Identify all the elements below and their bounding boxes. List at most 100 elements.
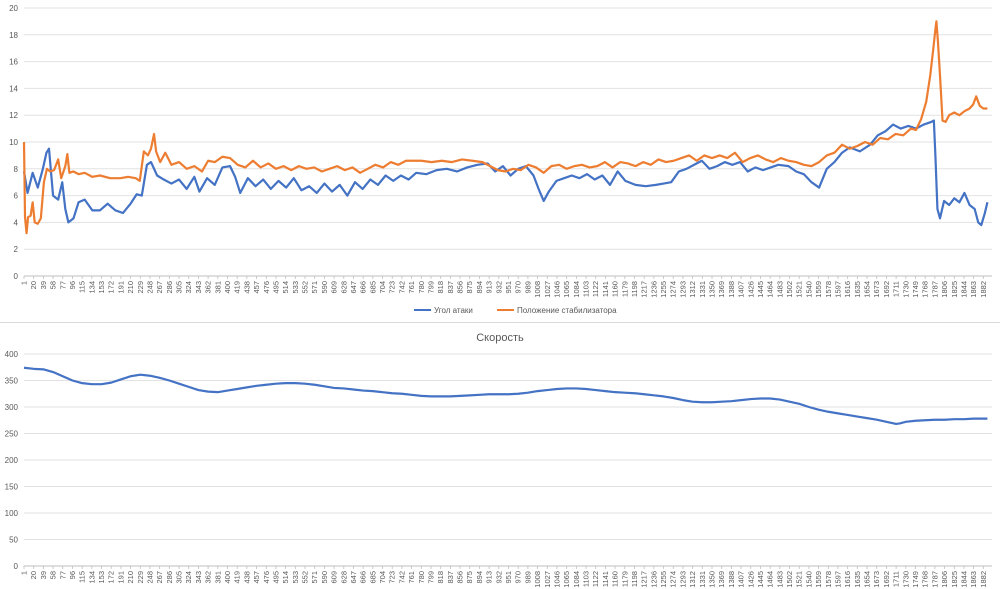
- x-tick-label: 1388: [727, 571, 736, 588]
- x-tick-label: 1407: [737, 571, 746, 588]
- x-tick-label: 1027: [543, 281, 552, 298]
- x-tick-label: 799: [426, 281, 435, 294]
- x-tick-label: 1559: [814, 281, 823, 298]
- x-tick-label: 1483: [775, 281, 784, 298]
- x-tick-label: 628: [339, 571, 348, 584]
- x-tick-label: 1882: [979, 281, 988, 298]
- x-tick-label: 761: [407, 281, 416, 294]
- x-tick-label: 1084: [572, 571, 581, 588]
- x-tick-label: 1122: [591, 571, 600, 587]
- series-line-angle-of-attack: [22, 119, 989, 227]
- x-tick-label: 96: [68, 281, 77, 289]
- x-tick-label: 419: [233, 281, 242, 294]
- chart2-y-axis-ticks: 0 50 100 150 200 250 300 350 400: [5, 350, 19, 571]
- x-tick-label: 1274: [669, 281, 678, 298]
- x-tick-label: 571: [310, 281, 319, 294]
- x-tick-label: 1065: [562, 571, 571, 588]
- x-tick-label: 267: [155, 281, 164, 294]
- x-tick-label: 1350: [708, 571, 717, 588]
- x-tick-label: 1179: [620, 571, 629, 587]
- x-tick-label: 39: [39, 281, 48, 289]
- x-tick-label: 39: [39, 571, 48, 579]
- x-tick-label: 286: [165, 281, 174, 294]
- x-tick-label: 951: [504, 281, 513, 294]
- x-tick-label: 666: [359, 281, 368, 294]
- x-tick-label: 1084: [572, 281, 581, 298]
- x-tick-label: 1426: [746, 571, 755, 588]
- x-tick-label: 970: [514, 571, 523, 584]
- x-tick-label: 1597: [833, 571, 842, 588]
- x-tick-label: 1141: [601, 571, 610, 587]
- x-tick-label: 1407: [737, 281, 746, 298]
- x-tick-label: 1: [20, 281, 29, 285]
- x-tick-label: 685: [368, 571, 377, 584]
- x-tick-label: 894: [475, 281, 484, 294]
- x-tick-label: 647: [349, 571, 358, 584]
- x-tick-label: 913: [485, 571, 494, 584]
- y-tick-label: 4: [14, 218, 19, 227]
- x-tick-label: 229: [136, 571, 145, 584]
- x-tick-label: 1426: [746, 281, 755, 298]
- x-tick-label: 362: [204, 281, 213, 294]
- x-tick-label: 305: [175, 281, 184, 294]
- x-tick-label: 1806: [940, 281, 949, 298]
- x-tick-label: 1122: [591, 281, 600, 297]
- y-tick-label: 200: [5, 456, 19, 465]
- x-tick-label: 818: [436, 571, 445, 584]
- x-tick-label: 324: [184, 571, 193, 584]
- x-tick-label: 1787: [930, 281, 939, 298]
- x-tick-label: 1369: [717, 571, 726, 588]
- x-tick-label: 153: [97, 571, 106, 584]
- x-tick-label: 1483: [775, 571, 784, 588]
- x-tick-label: 1673: [872, 571, 881, 588]
- y-tick-label: 250: [5, 430, 19, 439]
- y-tick-label: 50: [9, 536, 18, 545]
- x-tick-label: 1388: [727, 281, 736, 298]
- x-tick-label: 1369: [717, 281, 726, 298]
- x-tick-label: 77: [58, 571, 67, 579]
- x-tick-label: 210: [126, 281, 135, 294]
- x-tick-label: 894: [475, 571, 484, 584]
- x-tick-label: 609: [330, 571, 339, 584]
- x-tick-label: 1312: [688, 281, 697, 298]
- x-tick-label: 1027: [543, 571, 552, 588]
- x-tick-label: 248: [145, 281, 154, 294]
- x-tick-label: 1160: [611, 571, 620, 587]
- x-tick-label: 856: [456, 571, 465, 584]
- x-tick-label: 590: [320, 571, 329, 584]
- chart1-series: [22, 20, 989, 235]
- x-tick-label: 1464: [766, 571, 775, 588]
- x-tick-label: 704: [378, 281, 387, 294]
- x-tick-label: 400: [223, 281, 232, 294]
- x-tick-label: 1217: [640, 571, 649, 588]
- x-tick-label: 932: [494, 571, 503, 584]
- x-tick-label: 58: [49, 571, 58, 579]
- x-tick-label: 1749: [911, 571, 920, 588]
- x-tick-label: 229: [136, 281, 145, 294]
- series-line-stabilizer-position: [22, 20, 988, 235]
- x-tick-label: 780: [417, 571, 426, 584]
- x-tick-label: 1578: [824, 281, 833, 298]
- x-tick-label: 1046: [552, 281, 561, 298]
- y-tick-label: 2: [14, 245, 19, 254]
- x-tick-label: 780: [417, 281, 426, 294]
- chart1-x-axis-ticks: 1 20 39 58 77 96 115 134 153 172 191 210 229 248 267 28…: [20, 276, 988, 298]
- x-tick-label: 115: [78, 281, 87, 293]
- x-tick-label: 1065: [562, 281, 571, 298]
- y-tick-label: 150: [5, 483, 19, 492]
- x-tick-label: 362: [204, 571, 213, 584]
- x-tick-label: 1141: [601, 281, 610, 297]
- x-tick-label: 1711: [892, 281, 901, 297]
- x-tick-label: 419: [233, 571, 242, 584]
- x-tick-label: 818: [436, 281, 445, 294]
- x-tick-label: 837: [446, 571, 455, 584]
- x-tick-label: 1844: [959, 571, 968, 588]
- y-tick-label: 0: [14, 272, 19, 281]
- x-tick-label: 495: [271, 281, 280, 294]
- x-tick-label: 1673: [872, 281, 881, 298]
- x-tick-label: 1616: [843, 281, 852, 298]
- x-tick-label: 134: [87, 281, 96, 294]
- x-tick-label: 1046: [552, 571, 561, 588]
- legend-label-angle: Угол атаки: [434, 306, 473, 315]
- y-tick-label: 6: [14, 192, 19, 201]
